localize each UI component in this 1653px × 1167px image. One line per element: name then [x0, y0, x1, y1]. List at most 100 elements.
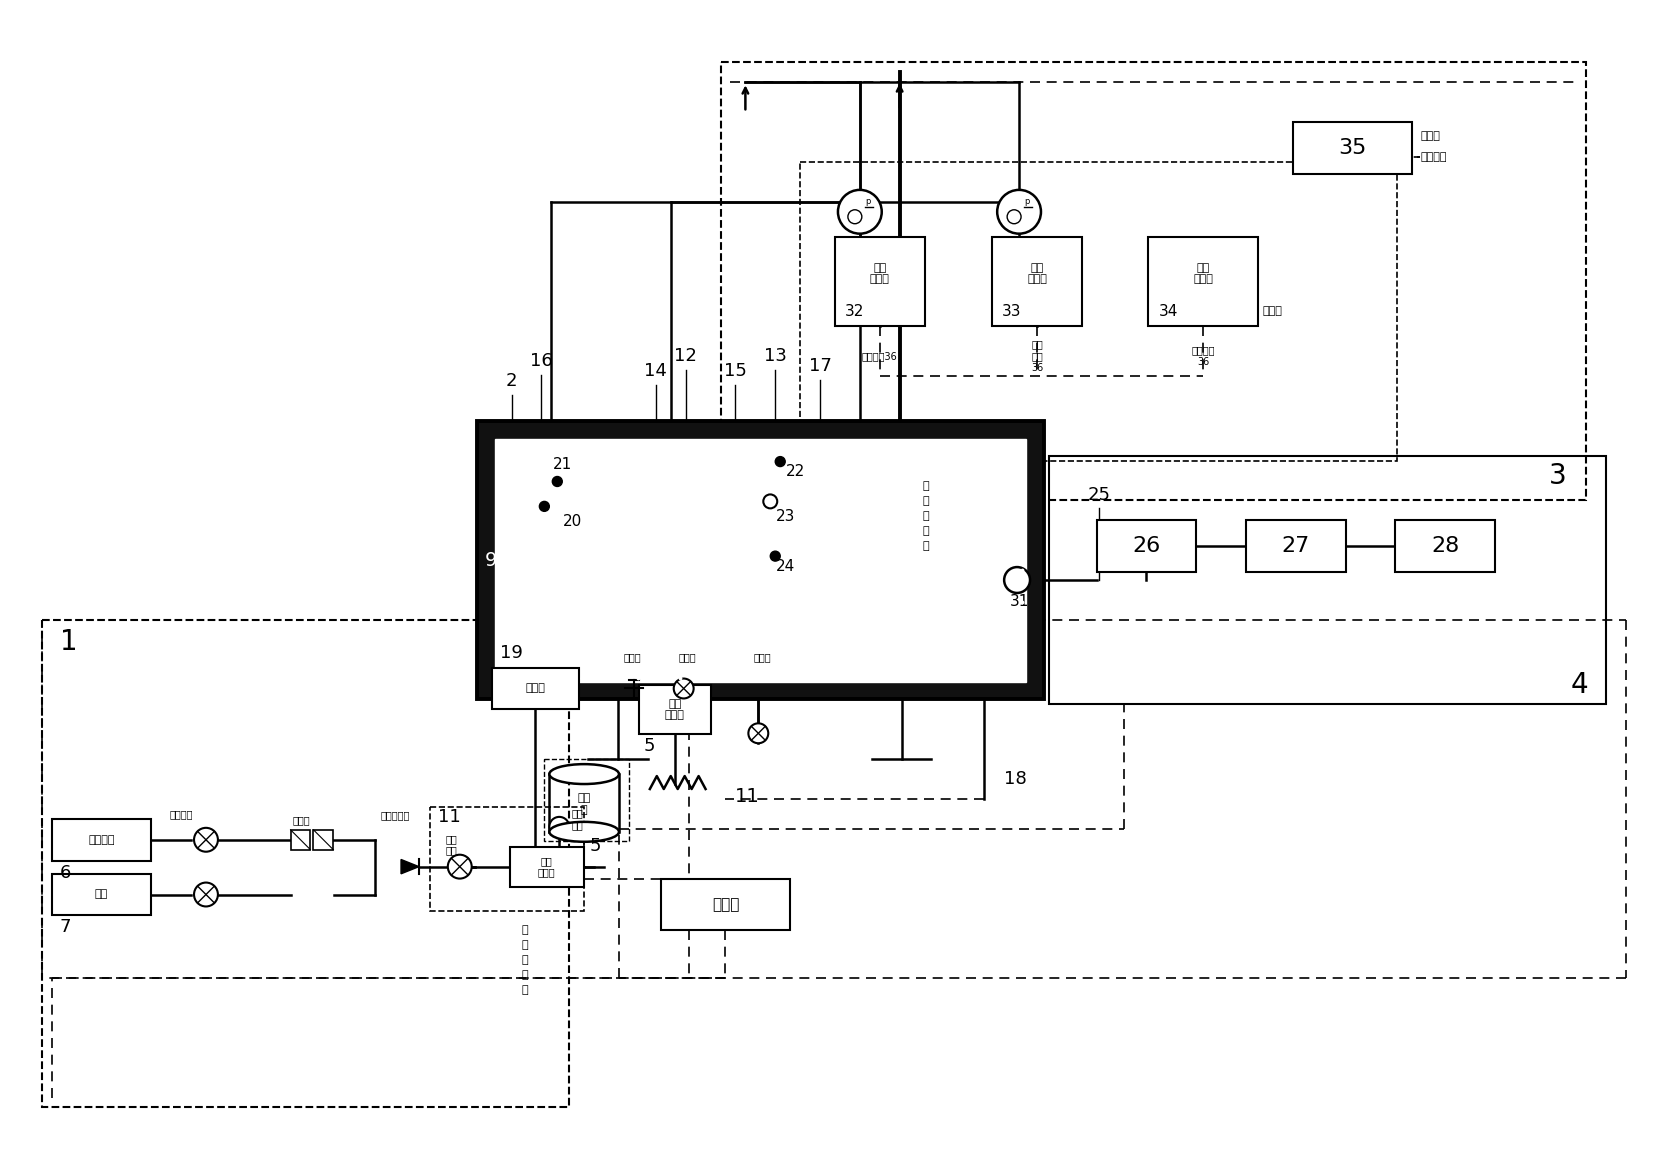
Text: 4: 4 [1570, 671, 1589, 699]
Text: 电磁阀: 电磁阀 [679, 652, 696, 663]
Text: 恒压
控制器: 恒压 控制器 [537, 855, 555, 878]
Text: 进水端: 进水端 [1420, 131, 1440, 141]
Text: 35: 35 [1339, 138, 1367, 158]
Text: p: p [1025, 197, 1030, 207]
Circle shape [1007, 210, 1022, 224]
Text: 5: 5 [645, 738, 655, 755]
Bar [835, 237, 924, 327]
Text: 32: 32 [845, 303, 865, 319]
Bar [1096, 520, 1197, 572]
Polygon shape [402, 859, 418, 874]
Text: 室: 室 [922, 541, 929, 551]
Text: 体: 体 [521, 941, 527, 950]
Text: 真空泵: 真空泵 [526, 684, 545, 693]
Circle shape [770, 551, 780, 561]
Bar [430, 806, 584, 911]
Text: 电控调节
36: 电控调节 36 [1192, 345, 1215, 366]
Text: 21: 21 [552, 457, 572, 473]
Text: 11: 11 [734, 788, 759, 806]
Bar [992, 237, 1081, 327]
Bar [491, 668, 579, 710]
Text: 冲: 冲 [521, 970, 527, 980]
Text: 15: 15 [724, 362, 747, 380]
Text: 27: 27 [1281, 536, 1309, 557]
Bar [291, 830, 311, 850]
Text: 炸: 炸 [922, 526, 929, 537]
Bar [1293, 123, 1412, 174]
Bar [800, 162, 1397, 461]
Circle shape [848, 210, 861, 224]
Text: 配气
罐: 配气 罐 [577, 794, 590, 815]
Bar [640, 685, 711, 734]
Text: 19: 19 [499, 644, 522, 662]
Bar [314, 830, 334, 850]
Bar [503, 447, 636, 673]
Circle shape [1003, 567, 1030, 593]
Circle shape [775, 456, 785, 467]
Text: 可燃气体: 可燃气体 [88, 834, 114, 845]
Text: p: p [865, 197, 871, 207]
Text: 电控
调节
36: 电控 调节 36 [1031, 340, 1043, 372]
Text: 气: 气 [521, 925, 527, 935]
Text: 6: 6 [60, 864, 71, 881]
Text: 电控调节36: 电控调节36 [861, 351, 898, 361]
Text: 11: 11 [438, 808, 461, 826]
Ellipse shape [549, 822, 618, 841]
Text: 压力
开关: 压力 开关 [572, 808, 584, 830]
Bar [1050, 455, 1607, 705]
Text: 3: 3 [1549, 461, 1567, 489]
Text: 缓: 缓 [521, 956, 527, 965]
Circle shape [997, 190, 1041, 233]
Text: 2: 2 [506, 372, 517, 390]
Text: 33: 33 [1002, 303, 1022, 319]
Text: 34: 34 [1159, 303, 1179, 319]
Circle shape [764, 495, 777, 509]
Text: 气体单向阀: 气体单向阀 [380, 810, 410, 820]
Text: 18: 18 [1003, 770, 1027, 788]
Circle shape [838, 190, 881, 233]
Text: 13: 13 [764, 347, 787, 365]
Bar [51, 874, 150, 915]
Text: 电磁
气阀: 电磁 气阀 [446, 834, 458, 855]
Text: 9: 9 [484, 551, 498, 569]
Bar [661, 879, 790, 930]
Text: 31: 31 [1010, 594, 1028, 609]
Text: 7: 7 [60, 918, 71, 936]
Text: 封闭
恒温器: 封闭 恒温器 [1027, 263, 1046, 285]
Text: 16: 16 [531, 352, 552, 370]
Bar [51, 819, 150, 861]
Text: 24: 24 [775, 559, 795, 574]
Circle shape [749, 724, 769, 743]
Text: 空气: 空气 [94, 889, 107, 900]
Text: 12: 12 [674, 347, 698, 365]
Text: 1: 1 [60, 628, 78, 656]
Circle shape [552, 476, 562, 487]
Bar [1246, 520, 1346, 572]
Ellipse shape [549, 764, 618, 784]
Bar [721, 63, 1587, 501]
Bar [494, 439, 1027, 682]
Circle shape [193, 827, 218, 852]
Circle shape [674, 678, 694, 699]
Circle shape [448, 854, 471, 879]
Text: 22: 22 [785, 464, 805, 478]
Text: 爆: 爆 [922, 511, 929, 522]
Text: 电磁阀: 电磁阀 [754, 652, 770, 663]
Text: 出水端: 出水端 [1263, 306, 1283, 316]
Bar [1149, 237, 1258, 327]
Text: 室: 室 [521, 985, 527, 995]
Text: 26: 26 [1132, 536, 1160, 557]
Text: 23: 23 [775, 509, 795, 524]
Text: 电控水阀: 电控水阀 [1420, 152, 1446, 162]
Text: 体: 体 [922, 496, 929, 506]
Text: 气: 气 [922, 482, 929, 491]
Bar [1395, 520, 1494, 572]
Text: 20: 20 [562, 513, 582, 529]
Text: 流量计: 流量计 [293, 815, 311, 825]
Bar [641, 452, 899, 669]
Circle shape [193, 882, 218, 907]
Circle shape [549, 817, 569, 837]
Text: 17: 17 [808, 357, 831, 375]
Text: 封闭
加热器: 封闭 加热器 [869, 263, 889, 285]
Bar [41, 620, 569, 1107]
